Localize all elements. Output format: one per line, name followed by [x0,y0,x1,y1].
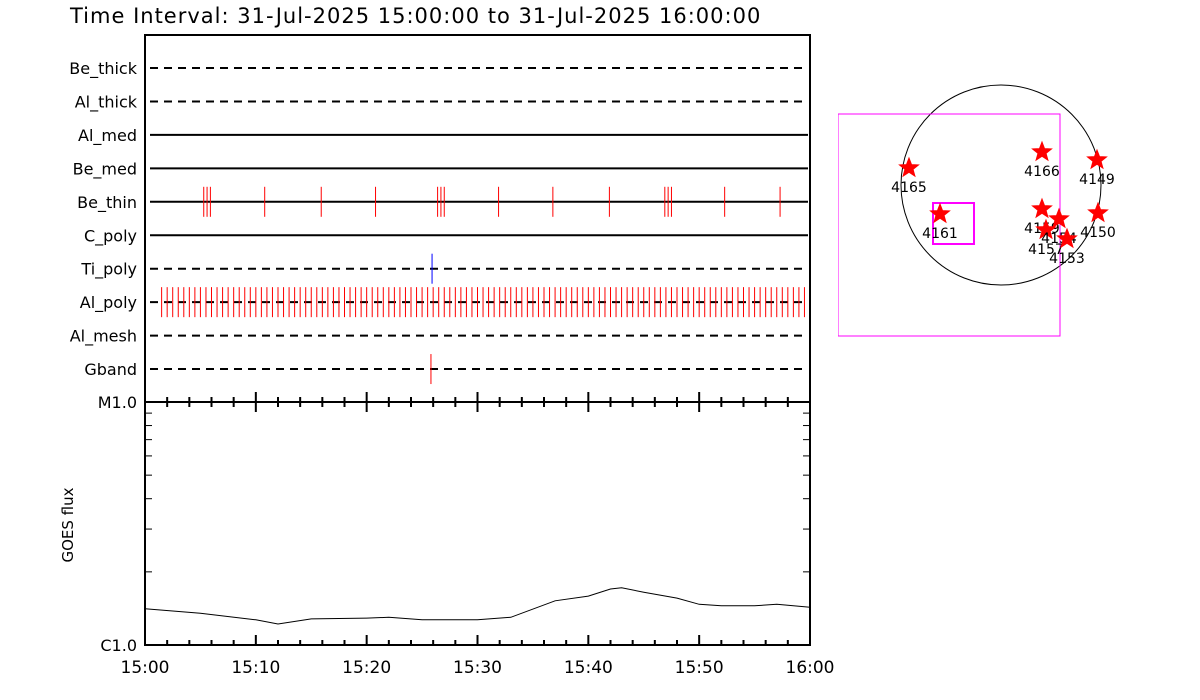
y-tick-label: C1.0 [100,636,137,655]
region-label: 4150 [1080,225,1116,241]
region-label: 4149 [1079,172,1115,188]
y-tick-label: M1.0 [98,393,137,412]
region-label: 4165 [891,180,927,196]
solar-disk [900,84,1102,286]
region-marker [1031,197,1053,219]
row-label: C_poly [84,226,137,246]
region-marker [1086,148,1108,170]
region-marker [1048,207,1070,229]
x-tick-label: 15:10 [231,658,280,678]
region-marker [1087,201,1109,223]
y-axis-label: GOES flux [59,487,77,562]
chart-title: Time Interval: 31-Jul-2025 15:00:00 to 3… [69,4,761,28]
flux-line [144,587,811,625]
x-tick-label: 16:00 [786,658,835,678]
row-label: Be_thick [69,59,137,79]
region-marker [898,156,920,178]
row-label: Al_med [78,126,137,146]
x-tick-label: 15:20 [342,658,391,678]
row-label: Ti_poly [80,260,137,280]
region-label: 4161 [922,226,958,242]
x-tick-label: 15:30 [453,658,502,678]
region-label: 4157 [1028,242,1064,258]
region-marker [1031,140,1053,162]
row-label: Gband [84,360,137,379]
fov-box [838,113,1061,337]
x-tick-label: 15:00 [121,658,170,678]
row-label: Al_thick [75,92,138,112]
region-label: 4153 [1049,251,1085,267]
x-tick-label: 15:50 [675,658,724,678]
region-label: 4166 [1024,164,1060,180]
region-marker [1056,227,1078,249]
row-label: Al_poly [80,293,137,313]
row-label: Be_med [73,159,137,179]
row-label: Be_thin [77,193,137,213]
target-box [932,202,975,245]
x-tick-label: 15:40 [564,658,613,678]
region-marker [929,202,951,224]
row-label: Al_mesh [70,327,137,347]
